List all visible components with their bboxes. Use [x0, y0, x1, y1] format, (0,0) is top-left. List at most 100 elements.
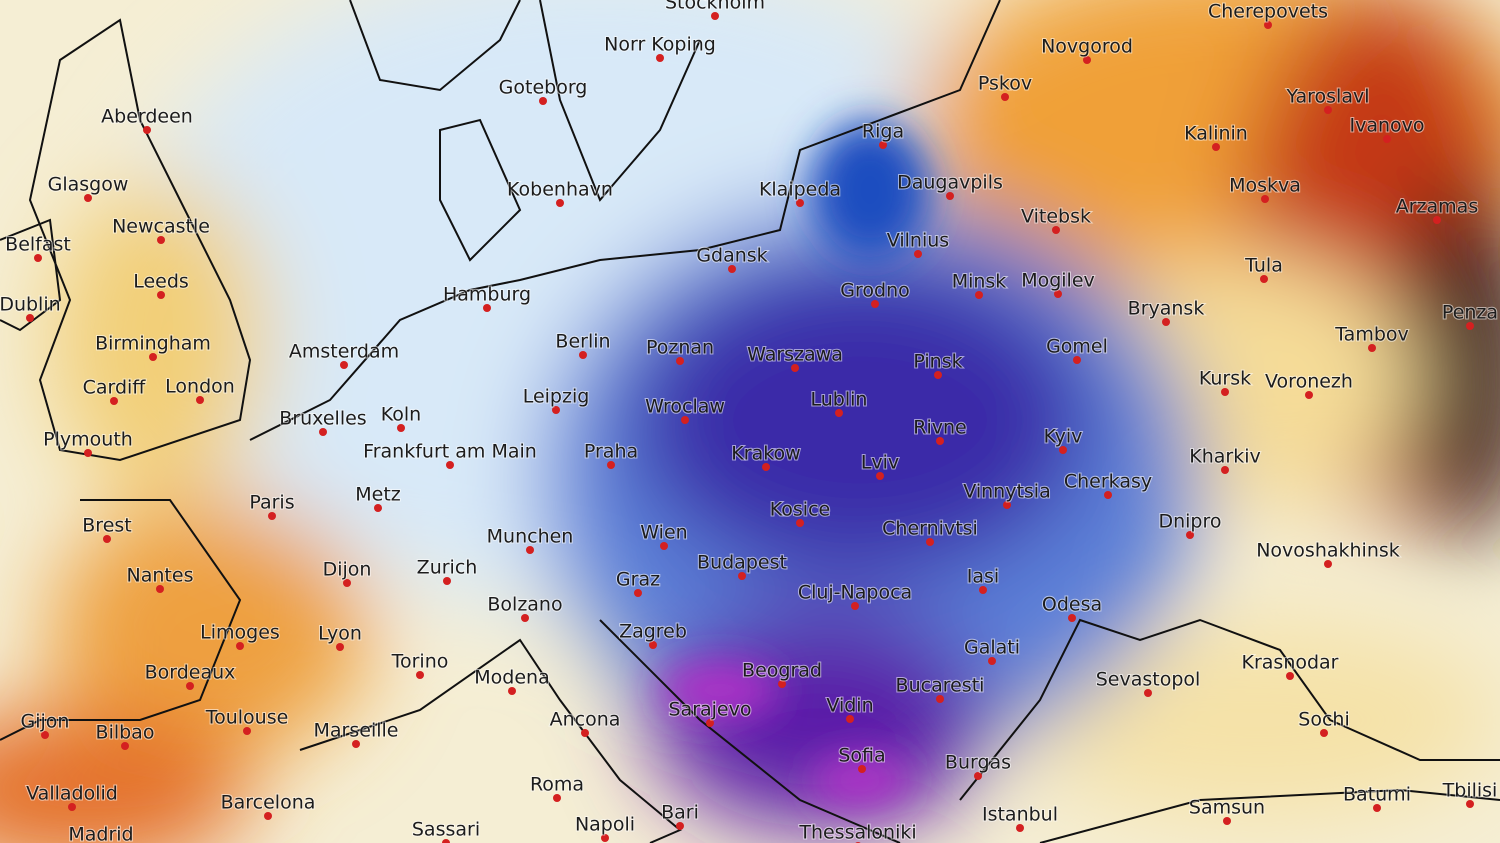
- city-dot: [374, 504, 382, 512]
- city-dot: [1264, 21, 1272, 29]
- city-label: Frankfurt am Main: [363, 441, 537, 463]
- city-dot: [521, 614, 529, 622]
- city-dot: [979, 586, 987, 594]
- city-dot: [656, 54, 664, 62]
- city-dot: [1260, 275, 1268, 283]
- city-label: Bolzano: [487, 594, 562, 616]
- city-label: Sofia: [838, 745, 885, 767]
- city-label: Torino: [391, 651, 449, 673]
- city-label: Moskva: [1229, 175, 1301, 197]
- city-dot: [264, 812, 272, 820]
- city-dot: [974, 772, 982, 780]
- city-label: Novoshakhinsk: [1256, 540, 1400, 562]
- city-dot: [443, 577, 451, 585]
- city-label: Rivne: [913, 417, 966, 439]
- city-label: Bordeaux: [145, 662, 236, 684]
- city-label: Glasgow: [48, 174, 129, 196]
- city-label: Toulouse: [205, 707, 289, 729]
- city-label: Lviv: [861, 452, 899, 474]
- city-label: Daugavpils: [897, 172, 1003, 194]
- city-dot: [553, 794, 561, 802]
- city-dot: [1305, 391, 1313, 399]
- city-dot: [1016, 824, 1024, 832]
- city-dot: [157, 236, 165, 244]
- city-dot: [1003, 501, 1011, 509]
- city-label: Bari: [661, 802, 699, 824]
- city-label: Newcastle: [112, 216, 210, 238]
- city-dot: [1286, 672, 1294, 680]
- city-label: Birmingham: [95, 333, 211, 355]
- city-label: Graz: [616, 569, 660, 591]
- city-label: Voronezh: [1265, 371, 1353, 393]
- city-dot: [946, 192, 954, 200]
- city-label: Modena: [474, 667, 549, 689]
- city-label: Plymouth: [43, 429, 133, 451]
- city-label: Ivanovo: [1349, 115, 1424, 137]
- city-dot: [68, 803, 76, 811]
- city-label: Tula: [1244, 255, 1283, 277]
- city-dot: [1068, 614, 1076, 622]
- city-label: Poznan: [646, 337, 714, 359]
- city-dot: [243, 727, 251, 735]
- city-dot: [1433, 216, 1441, 224]
- city-dot: [34, 254, 42, 262]
- city-label: Yaroslavl: [1286, 86, 1370, 108]
- city-label: Norr Koping: [604, 34, 716, 56]
- city-label: London: [165, 376, 235, 398]
- city-dot: [186, 682, 194, 690]
- city-label: Kosice: [770, 499, 830, 521]
- city-label: Ancona: [550, 709, 621, 731]
- city-label: Tambov: [1334, 324, 1409, 346]
- city-label: Vitebsk: [1021, 206, 1091, 228]
- city-dot: [728, 265, 736, 273]
- city-dot: [649, 641, 657, 649]
- city-dot: [711, 12, 719, 20]
- city-label: Madrid: [68, 824, 133, 843]
- city-dot: [660, 542, 668, 550]
- city-dot: [579, 351, 587, 359]
- city-dot: [975, 291, 983, 299]
- city-dot: [851, 602, 859, 610]
- city-label: Pskov: [978, 73, 1032, 95]
- city-label: Riga: [862, 121, 904, 143]
- city-dot: [442, 839, 450, 843]
- city-label: Sassari: [412, 819, 480, 841]
- city-dot: [871, 300, 879, 308]
- city-dot: [156, 585, 164, 593]
- city-dot: [762, 463, 770, 471]
- city-label: Odesa: [1042, 594, 1102, 616]
- city-label: Cardiff: [83, 377, 147, 399]
- city-label: Munchen: [487, 526, 574, 548]
- city-label: Cherepovets: [1208, 1, 1328, 23]
- city-dot: [936, 695, 944, 703]
- city-dot: [1383, 135, 1391, 143]
- city-dot: [446, 461, 454, 469]
- city-label: Limoges: [200, 622, 280, 644]
- city-label: Sevastopol: [1096, 669, 1201, 691]
- city-label: Wroclaw: [645, 396, 725, 418]
- city-dot: [110, 397, 118, 405]
- city-label: Istanbul: [982, 804, 1058, 826]
- city-dot: [634, 589, 642, 597]
- city-dot: [1083, 56, 1091, 64]
- city-label: Vinnytsia: [963, 481, 1050, 503]
- city-label: Metz: [355, 484, 401, 506]
- city-label: Praha: [584, 441, 638, 463]
- city-dot: [149, 353, 157, 361]
- city-dot: [539, 97, 547, 105]
- city-dot: [876, 472, 884, 480]
- city-label: Kharkiv: [1189, 446, 1260, 468]
- city-label: Budapest: [697, 552, 787, 574]
- city-dot: [556, 199, 564, 207]
- city-label: Goteborg: [499, 77, 588, 99]
- city-label: Gdansk: [696, 245, 767, 267]
- city-dot: [1186, 531, 1194, 539]
- city-label: Vidin: [826, 695, 873, 717]
- city-dot: [601, 834, 609, 842]
- city-dot: [121, 742, 129, 750]
- city-dot: [936, 437, 944, 445]
- city-dot: [483, 304, 491, 312]
- city-dot: [508, 687, 516, 695]
